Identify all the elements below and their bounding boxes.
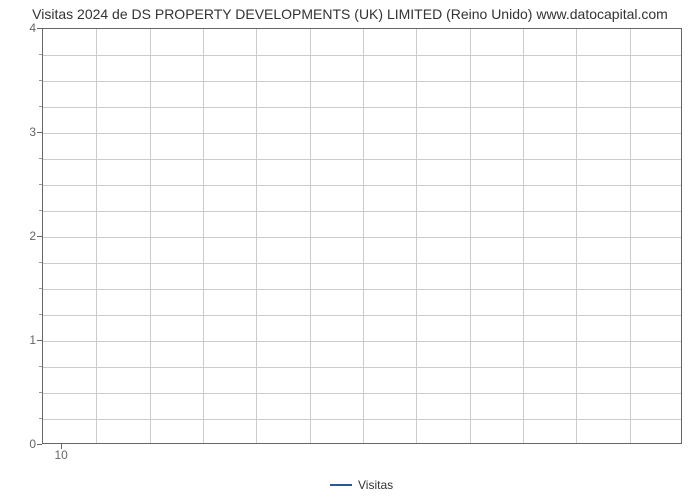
- gridline-vertical: [416, 29, 417, 443]
- legend: Visitas: [330, 478, 393, 492]
- gridline-vertical: [310, 29, 311, 443]
- gridline-vertical: [576, 29, 577, 443]
- y-minor-tick: [39, 106, 42, 107]
- y-tick-mark: [37, 444, 42, 445]
- chart-container: Visitas 2024 de DS PROPERTY DEVELOPMENTS…: [0, 0, 700, 500]
- y-tick-mark: [37, 340, 42, 341]
- gridline-horizontal-minor: [43, 55, 681, 56]
- y-minor-tick: [39, 418, 42, 419]
- legend-line: [330, 484, 352, 486]
- gridline-horizontal-minor: [43, 185, 681, 186]
- gridline-horizontal-minor: [43, 107, 681, 108]
- x-tick-label: 10: [55, 448, 68, 462]
- gridline-vertical: [470, 29, 471, 443]
- plot-area: [42, 28, 682, 444]
- gridline-vertical: [150, 29, 151, 443]
- y-minor-tick: [39, 366, 42, 367]
- y-tick-mark: [37, 28, 42, 29]
- gridline-horizontal: [43, 341, 681, 342]
- gridline-vertical: [363, 29, 364, 443]
- gridline-vertical: [523, 29, 524, 443]
- gridline-horizontal-minor: [43, 263, 681, 264]
- gridline-horizontal-minor: [43, 367, 681, 368]
- y-minor-tick: [39, 210, 42, 211]
- y-tick-label: 3: [18, 125, 36, 139]
- y-minor-tick: [39, 184, 42, 185]
- gridline-horizontal: [43, 237, 681, 238]
- y-tick-mark: [37, 236, 42, 237]
- y-minor-tick: [39, 80, 42, 81]
- y-tick-label: 0: [18, 437, 36, 451]
- y-tick-label: 1: [18, 333, 36, 347]
- y-minor-tick: [39, 158, 42, 159]
- gridline-horizontal-minor: [43, 419, 681, 420]
- legend-label: Visitas: [358, 478, 393, 492]
- gridline-horizontal-minor: [43, 159, 681, 160]
- x-tick-mark: [61, 444, 62, 449]
- y-minor-tick: [39, 392, 42, 393]
- y-tick-label: 4: [18, 21, 36, 35]
- y-minor-tick: [39, 288, 42, 289]
- y-minor-tick: [39, 262, 42, 263]
- chart-title: Visitas 2024 de DS PROPERTY DEVELOPMENTS…: [0, 6, 700, 22]
- y-tick-label: 2: [18, 229, 36, 243]
- gridline-horizontal-minor: [43, 289, 681, 290]
- gridline-vertical: [256, 29, 257, 443]
- gridline-horizontal-minor: [43, 393, 681, 394]
- y-tick-mark: [37, 132, 42, 133]
- gridline-horizontal-minor: [43, 211, 681, 212]
- gridline-horizontal-minor: [43, 315, 681, 316]
- gridline-vertical: [96, 29, 97, 443]
- gridline-vertical: [630, 29, 631, 443]
- gridline-horizontal: [43, 133, 681, 134]
- gridline-vertical: [203, 29, 204, 443]
- y-minor-tick: [39, 314, 42, 315]
- y-minor-tick: [39, 54, 42, 55]
- gridline-horizontal-minor: [43, 81, 681, 82]
